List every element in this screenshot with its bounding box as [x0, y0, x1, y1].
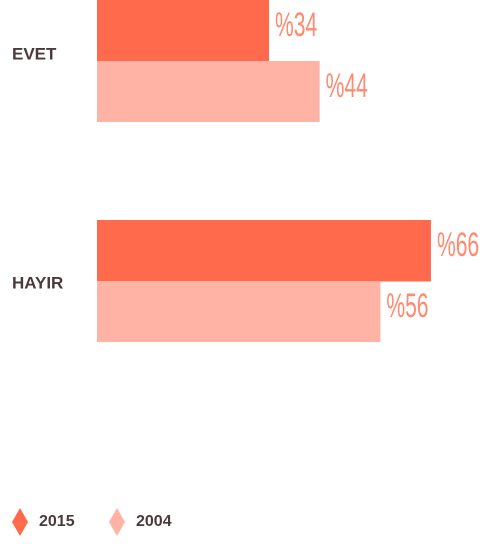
value-label: %56 — [386, 286, 428, 324]
bar — [97, 281, 381, 342]
category-label: HAYIR — [12, 273, 63, 292]
value-label: %44 — [326, 66, 368, 104]
bar — [97, 61, 320, 122]
legend-label: 2004 — [136, 513, 172, 530]
bar — [97, 0, 270, 62]
category-label: EVET — [12, 44, 57, 63]
legend-label: 2015 — [39, 513, 75, 530]
value-label: %34 — [275, 5, 317, 43]
bar — [97, 220, 431, 282]
legend-marker — [12, 508, 28, 536]
value-label: %66 — [437, 225, 479, 263]
legend-marker — [109, 508, 125, 536]
